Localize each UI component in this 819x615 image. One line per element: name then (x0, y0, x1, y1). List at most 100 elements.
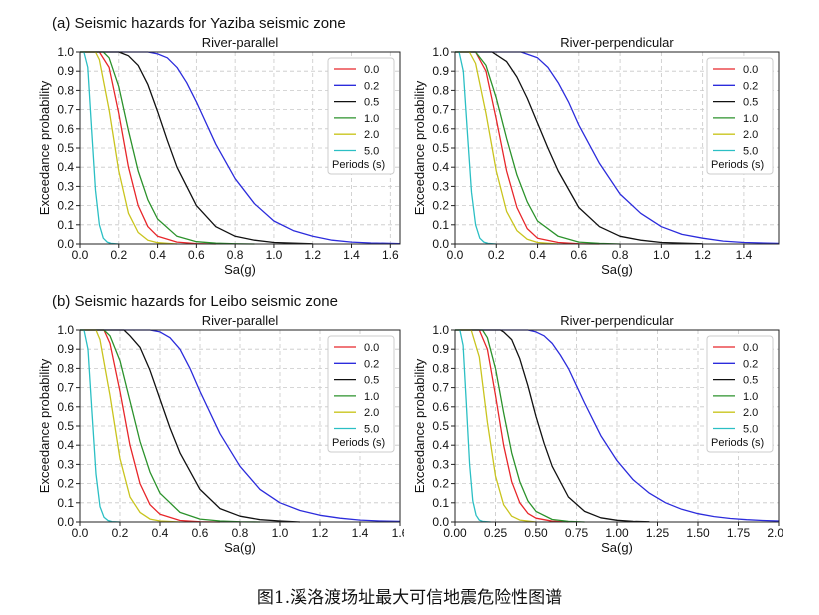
chart-title: River-perpendicular (560, 313, 674, 328)
series-line-0-5 (455, 329, 650, 523)
legend-label: 2.0 (364, 129, 379, 141)
y-tick-label: 0.4 (432, 438, 449, 452)
y-tick-label: 0.0 (432, 515, 449, 529)
x-tick-label: 0.2 (112, 526, 129, 540)
section-title-b: (b) Seismic hazards for Leibo seismic zo… (52, 293, 338, 310)
x-tick-label: 0.0 (72, 248, 89, 262)
y-tick-label: 0.6 (57, 400, 74, 414)
series-line-0-5 (80, 329, 301, 523)
y-tick-label: 0.9 (57, 342, 74, 356)
x-tick-label: 1.6 (392, 526, 404, 540)
y-tick-label: 1.0 (432, 323, 449, 337)
x-tick-label: 0.8 (232, 526, 249, 540)
x-tick-label: 1.4 (736, 248, 753, 262)
x-tick-label: 0.8 (612, 248, 629, 262)
y-tick-label: 0.2 (57, 199, 74, 213)
legend-label: 0.5 (364, 97, 379, 109)
series-line-0-0 (455, 329, 569, 523)
y-tick-label: 0.8 (57, 83, 74, 97)
chart-title: River-perpendicular (560, 35, 674, 50)
x-tick-label: 0.4 (149, 248, 166, 262)
legend-box (327, 335, 395, 453)
series-line-5-0 (455, 51, 497, 245)
x-tick-label: 1.0 (266, 248, 283, 262)
x-tick-label: 0.4 (152, 526, 169, 540)
legend-label: 1.0 (743, 113, 758, 125)
y-tick-label: 0.7 (57, 103, 74, 117)
section-title-a: (a) Seismic hazards for Yaziba seismic z… (52, 15, 346, 32)
x-tick-label: 1.50 (686, 526, 710, 540)
series-line-0-0 (80, 329, 221, 523)
y-tick-label: 0.5 (57, 141, 74, 155)
y-tick-label: 0.5 (432, 419, 449, 433)
x-axis-label: Sa(g) (601, 540, 633, 555)
y-tick-label: 0.1 (432, 218, 449, 232)
y-tick-label: 0.2 (432, 477, 449, 491)
chart-yaziba-river-parallel: 0.0 0.2 0.4 0.6 0.8 1.0 1.2 1.4 1.6 0.0 0.1 0.2 0.3 0… (37, 35, 401, 277)
x-tick-label: 0.0 (72, 526, 89, 540)
y-tick-label: 0.0 (57, 237, 74, 251)
y-axis-label: Exceedance probability (37, 358, 52, 493)
x-tick-label: 1.00 (605, 526, 629, 540)
series-line-2-0 (80, 329, 181, 523)
chart-title: River-parallel (202, 35, 279, 50)
y-tick-label: 0.9 (57, 64, 74, 78)
series-line-0-0 (80, 51, 216, 245)
y-tick-label: 0.2 (432, 199, 449, 213)
legend-label: 5.0 (364, 146, 379, 158)
legend-box (706, 57, 774, 175)
y-tick-label: 0.2 (57, 477, 74, 491)
y-tick-label: 0.3 (432, 457, 449, 471)
x-tick-label: 0.2 (110, 248, 127, 262)
series-line-2-0 (80, 51, 178, 245)
x-tick-label: 1.4 (352, 526, 369, 540)
y-tick-label: 0.8 (432, 361, 449, 375)
y-tick-label: 0.1 (57, 218, 74, 232)
x-axis-label: Sa(g) (224, 540, 256, 555)
legend-label: 0.5 (743, 375, 758, 387)
y-tick-label: 0.7 (432, 381, 449, 395)
y-tick-label: 0.5 (57, 419, 74, 433)
x-tick-label: 0.2 (488, 248, 505, 262)
legend-title: Periods (s) (711, 437, 764, 449)
x-tick-label: 1.4 (343, 248, 360, 262)
x-tick-label: 1.75 (727, 526, 751, 540)
y-tick-label: 0.8 (57, 361, 74, 375)
y-tick-label: 0.4 (432, 160, 449, 174)
x-axis-label: Sa(g) (224, 262, 256, 277)
y-tick-label: 0.4 (57, 160, 74, 174)
legend-label: 0.0 (364, 64, 379, 76)
y-tick-label: 0.1 (432, 496, 449, 510)
legend-label: 5.0 (364, 424, 379, 436)
legend-label: 0.5 (743, 97, 758, 109)
legend-label: 0.2 (743, 358, 758, 370)
legend-label: 5.0 (743, 424, 758, 436)
x-tick-label: 0.50 (524, 526, 548, 540)
figure-caption: 图1.溪洛渡场址最大可信地震危险性图谱 (256, 588, 563, 608)
legend-label: 0.0 (364, 342, 379, 354)
chart-yaziba-river-perpendicular: 0.0 0.2 0.4 0.6 0.8 1.0 1.2 1.4 0.0 0.1 0.2 0.3 0.4 0… (412, 35, 780, 277)
x-tick-label: 1.6 (382, 248, 399, 262)
y-tick-label: 0.8 (432, 83, 449, 97)
legend-label: 0.2 (364, 358, 379, 370)
y-tick-label: 0.9 (432, 342, 449, 356)
series-line-0-2 (80, 329, 401, 523)
series-line-5-0 (80, 329, 121, 523)
legend-title: Periods (s) (332, 437, 385, 449)
legend-label: 1.0 (743, 391, 758, 403)
y-tick-label: 0.7 (432, 103, 449, 117)
series-line-0-0 (455, 51, 600, 245)
legend-label: 0.2 (364, 80, 379, 92)
legend-title: Periods (s) (332, 159, 385, 171)
chart-title: River-parallel (202, 313, 279, 328)
x-tick-label: 0.00 (443, 526, 467, 540)
series-line-1-0 (80, 329, 261, 523)
x-axis-label: Sa(g) (601, 262, 633, 277)
y-tick-label: 0.3 (57, 457, 74, 471)
legend-label: 1.0 (364, 113, 379, 125)
y-tick-label: 1.0 (57, 323, 74, 337)
